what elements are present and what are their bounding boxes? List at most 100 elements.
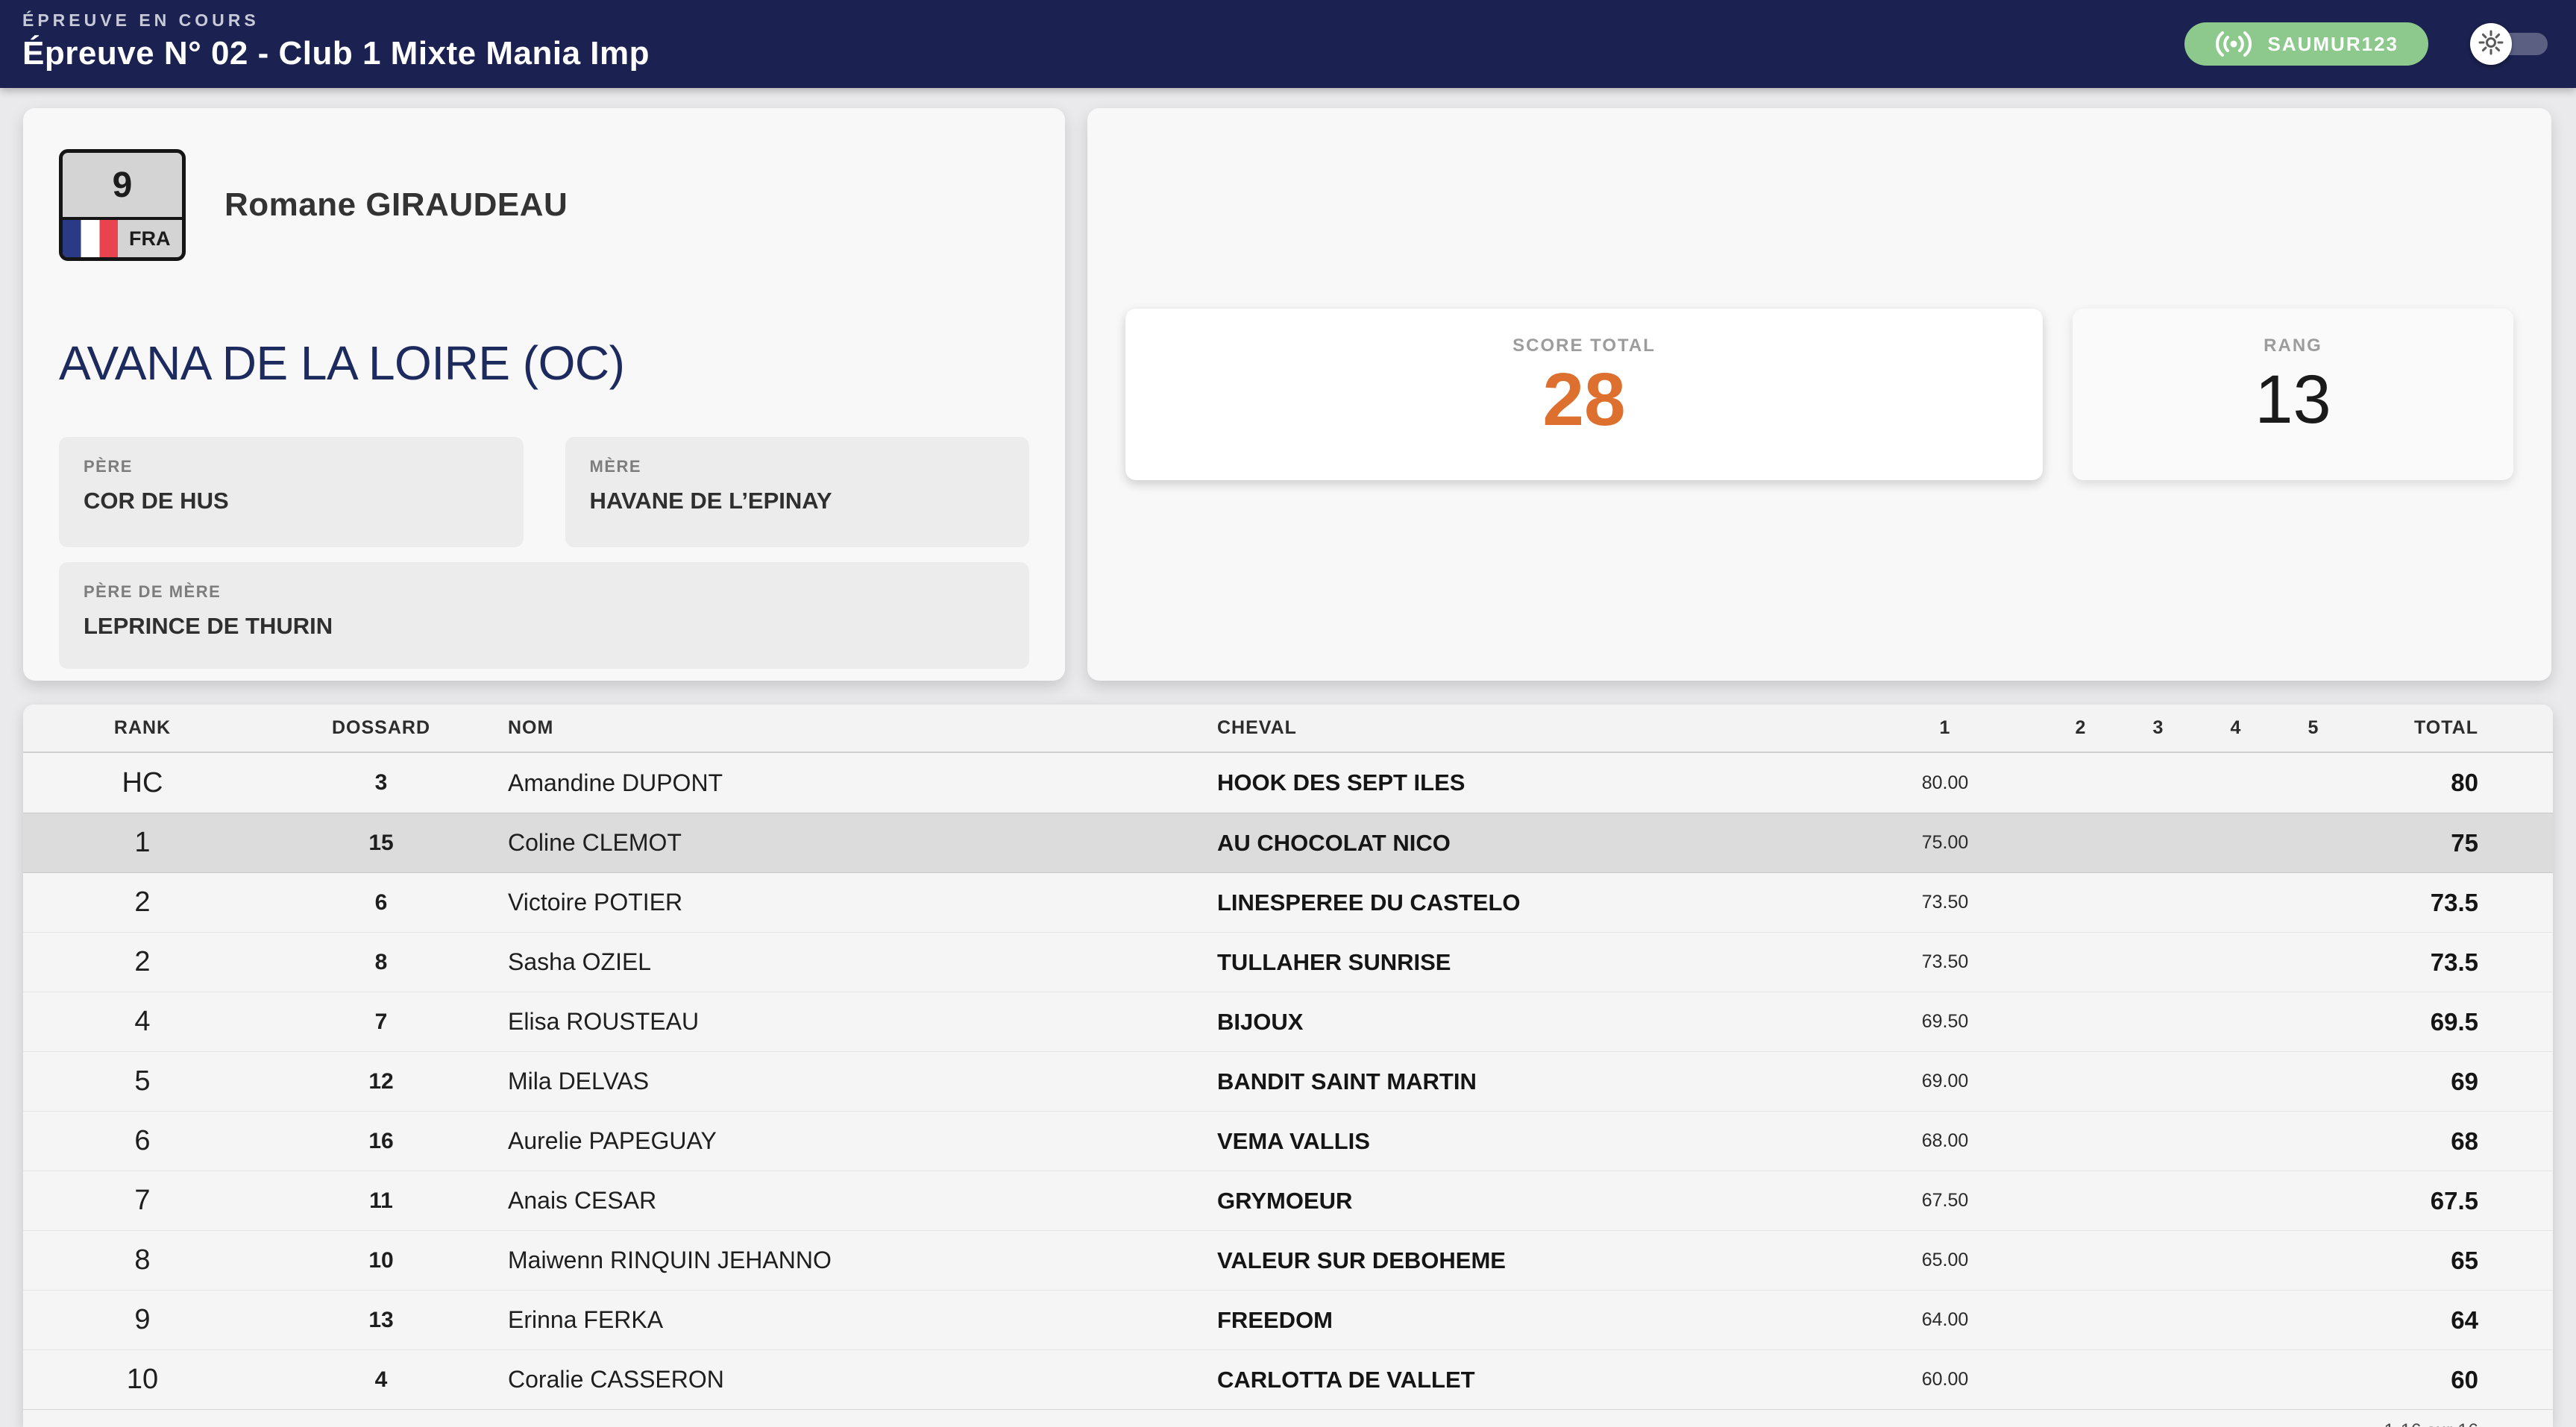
table-row[interactable]: 9 13 Erinna FERKA FREEDOM 64.00 64 bbox=[23, 1290, 2553, 1349]
sun-icon bbox=[2478, 30, 2504, 59]
cell-s1: 65.00 bbox=[1921, 1250, 1969, 1270]
cell-nom: Mila DELVAS bbox=[508, 1068, 650, 1094]
table-row[interactable]: 5 12 Mila DELVAS BANDIT SAINT MARTIN 69.00 69 bbox=[23, 1051, 2553, 1111]
cell-nom: Sasha OZIEL bbox=[508, 948, 652, 975]
cell-total: 75 bbox=[2451, 828, 2478, 857]
table-row[interactable]: 7 11 Anais CESAR GRYMOEUR 67.50 67.5 bbox=[23, 1171, 2553, 1230]
cell-rank: 5 bbox=[134, 1065, 151, 1097]
event-status-kicker: ÉPREUVE EN COURS bbox=[22, 10, 260, 30]
horse-name: AVANA DE LA LOIRE (OC) bbox=[59, 336, 625, 390]
pagination: 1-16 sur 16 bbox=[2384, 1420, 2478, 1427]
cell-rank: 1 bbox=[134, 827, 151, 858]
table-body: HC 3 Amandine DUPONT HOOK DES SEPT ILES 80.0… bbox=[23, 753, 2553, 1409]
cell-s1: 64.00 bbox=[1921, 1309, 1969, 1330]
col-header-2: 2 bbox=[2075, 717, 2087, 738]
score-total-box: SCORE TOTAL 28 bbox=[1125, 309, 2043, 480]
table-row[interactable]: 1 15 Coline CLEMOT AU CHOCOLAT NICO 75.00 75 bbox=[23, 813, 2553, 872]
cell-total: 65 bbox=[2451, 1246, 2478, 1274]
pedigree-grid: PÈRE COR DE HUS MÈRE HAVANE DE L’EPINAY … bbox=[59, 437, 1029, 669]
cell-dossard: 7 bbox=[374, 1009, 388, 1034]
results-table: RANK DOSSARD NOM CHEVAL 1 2 3 4 5 TOTAL … bbox=[23, 705, 2553, 1427]
table-footer: 1-16 sur 16 bbox=[23, 1409, 2553, 1427]
cell-cheval: BIJOUX bbox=[1217, 1008, 1304, 1035]
venue-live-badge[interactable]: SAUMUR123 bbox=[2184, 22, 2428, 66]
rank-label: RANG bbox=[2264, 336, 2322, 356]
bib-number: 9 bbox=[63, 153, 182, 220]
table-header-row: RANK DOSSARD NOM CHEVAL 1 2 3 4 5 TOTAL bbox=[23, 705, 2553, 753]
table-row[interactable]: 8 10 Maiwenn RINQUIN JEHANNO VALEUR SUR DEB… bbox=[23, 1230, 2553, 1290]
cell-dossard: 16 bbox=[368, 1128, 394, 1153]
pedigree-damsire-label: PÈRE DE MÈRE bbox=[84, 582, 222, 601]
cell-dossard: 10 bbox=[368, 1247, 394, 1273]
current-rider-card: 9 FRA Romane GIRAUDEAU AVANA DE LA LOIRE… bbox=[23, 108, 1065, 681]
cell-dossard: 13 bbox=[368, 1307, 394, 1332]
col-header-rank: RANK bbox=[113, 717, 172, 738]
cell-cheval: FREEDOM bbox=[1217, 1306, 1333, 1333]
main-content: 9 FRA Romane GIRAUDEAU AVANA DE LA LOIRE… bbox=[0, 88, 2576, 1427]
cell-cheval: AU CHOCOLAT NICO bbox=[1217, 829, 1451, 856]
cell-dossard: 6 bbox=[374, 889, 388, 915]
cell-rank: 4 bbox=[134, 1006, 151, 1037]
cell-dossard: 12 bbox=[368, 1068, 394, 1094]
score-total-label: SCORE TOTAL bbox=[1512, 336, 1656, 356]
cell-cheval: BANDIT SAINT MARTIN bbox=[1217, 1068, 1477, 1094]
cell-nom: Elisa ROUSTEAU bbox=[508, 1008, 700, 1035]
broadcast-icon bbox=[2214, 31, 2253, 57]
cell-s1: 60.00 bbox=[1921, 1369, 1969, 1390]
cell-s1: 75.00 bbox=[1921, 832, 1969, 853]
event-title: Épreuve N° 02 - Club 1 Mixte Mania Imp bbox=[22, 35, 650, 72]
cell-dossard: 4 bbox=[374, 1367, 388, 1392]
cell-total: 67.5 bbox=[2430, 1186, 2478, 1215]
cell-rank: 7 bbox=[134, 1185, 151, 1216]
summary-cards: 9 FRA Romane GIRAUDEAU AVANA DE LA LOIRE… bbox=[23, 108, 2553, 681]
cell-rank: HC bbox=[122, 766, 163, 798]
cell-s1: 80.00 bbox=[1921, 772, 1969, 793]
theme-toggle[interactable] bbox=[2470, 23, 2551, 65]
header-controls: SAUMUR123 bbox=[2184, 0, 2551, 88]
cell-nom: Coralie CASSERON bbox=[508, 1366, 724, 1393]
pedigree-dam-value: HAVANE DE L’EPINAY bbox=[589, 488, 832, 514]
bib-badge: 9 FRA bbox=[59, 149, 186, 261]
cell-total: 68 bbox=[2451, 1127, 2478, 1155]
cell-dossard: 8 bbox=[374, 949, 388, 974]
col-header-cheval: CHEVAL bbox=[1217, 717, 1297, 738]
table-row[interactable]: 2 6 Victoire POTIER LINESPEREE DU CASTELO 73… bbox=[23, 872, 2553, 932]
pedigree-sire-value: COR DE HUS bbox=[84, 488, 229, 514]
table-row[interactable]: HC 3 Amandine DUPONT HOOK DES SEPT ILES 80.0… bbox=[23, 753, 2553, 813]
cell-nom: Aurelie PAPEGUAY bbox=[508, 1127, 717, 1154]
cell-nom: Amandine DUPONT bbox=[508, 769, 723, 796]
rider-name: Romane GIRAUDEAU bbox=[224, 186, 568, 223]
cell-rank: 6 bbox=[134, 1125, 151, 1156]
cell-nom: Erinna FERKA bbox=[508, 1306, 664, 1333]
pedigree-dam-box: MÈRE HAVANE DE L’EPINAY bbox=[565, 437, 1029, 547]
cell-total: 60 bbox=[2451, 1365, 2478, 1393]
pedigree-sire-box: PÈRE COR DE HUS bbox=[59, 437, 524, 547]
cell-total: 64 bbox=[2451, 1305, 2478, 1334]
toggle-knob bbox=[2470, 23, 2512, 65]
cell-dossard: 3 bbox=[374, 770, 388, 795]
table-row[interactable]: 2 8 Sasha OZIEL TULLAHER SUNRISE 73.50 73.5 bbox=[23, 932, 2553, 992]
france-flag-icon bbox=[63, 220, 118, 257]
cell-rank: 2 bbox=[134, 886, 151, 918]
cell-s1: 69.50 bbox=[1921, 1011, 1969, 1032]
table-row[interactable]: 6 16 Aurelie PAPEGUAY VEMA VALLIS 68.00 68 bbox=[23, 1111, 2553, 1171]
cell-nom: Maiwenn RINQUIN JEHANNO bbox=[508, 1247, 832, 1273]
cell-total: 69.5 bbox=[2430, 1007, 2478, 1036]
cell-total: 73.5 bbox=[2430, 948, 2478, 976]
cell-nom: Victoire POTIER bbox=[508, 889, 683, 916]
cell-s1: 68.00 bbox=[1921, 1130, 1969, 1151]
cell-cheval: LINESPEREE DU CASTELO bbox=[1217, 889, 1521, 916]
col-header-1: 1 bbox=[1939, 717, 1951, 738]
cell-cheval: CARLOTTA DE VALLET bbox=[1217, 1366, 1475, 1393]
cell-rank: 10 bbox=[126, 1364, 159, 1395]
col-header-dossard: DOSSARD bbox=[331, 717, 430, 738]
cell-rank: 9 bbox=[134, 1304, 151, 1335]
rank-value: 13 bbox=[2255, 362, 2331, 438]
table-row[interactable]: 4 7 Elisa ROUSTEAU BIJOUX 69.50 69.5 bbox=[23, 992, 2553, 1051]
cell-dossard: 11 bbox=[369, 1188, 393, 1213]
col-header-total: TOTAL bbox=[2413, 717, 2478, 738]
cell-s1: 73.50 bbox=[1921, 892, 1969, 913]
table-row[interactable]: 10 4 Coralie CASSERON CARLOTTA DE VALLET 60.… bbox=[23, 1349, 2553, 1409]
pedigree-dam-label: MÈRE bbox=[589, 457, 642, 476]
cell-rank: 2 bbox=[134, 946, 151, 977]
